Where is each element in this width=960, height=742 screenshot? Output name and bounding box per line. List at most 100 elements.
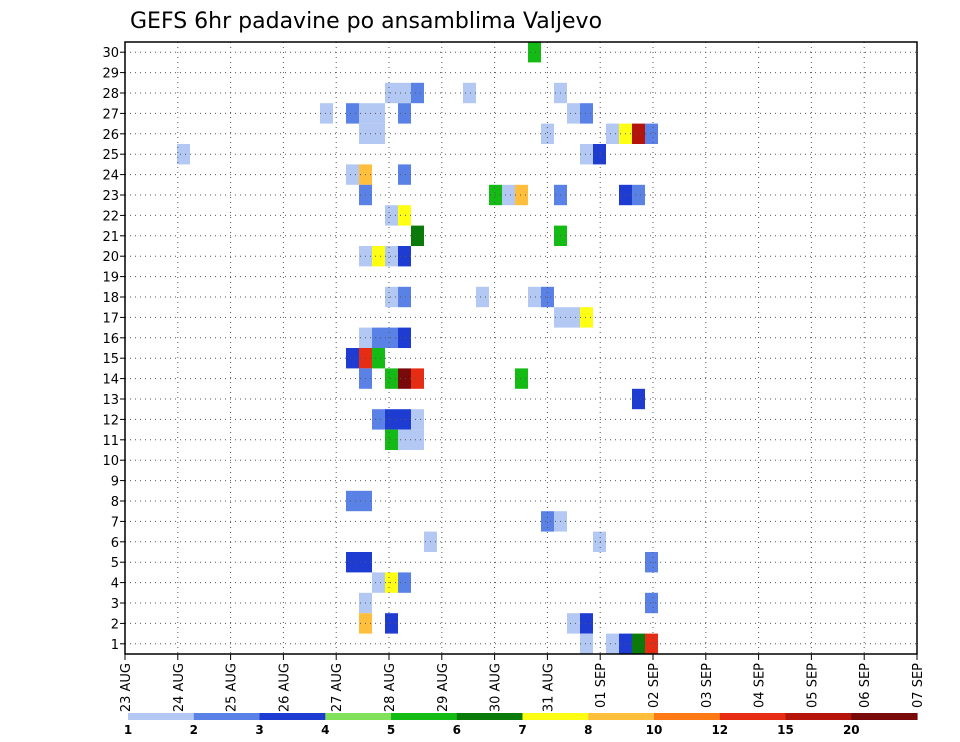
y-tick-label: 11 [102, 434, 119, 449]
legend-swatch [325, 713, 392, 720]
heat-cell [580, 307, 593, 328]
heat-cell [398, 103, 411, 124]
x-tick-label: 24 AUG [172, 663, 187, 712]
legend-label: 8 [584, 723, 592, 737]
x-tick-label: 23 AUG [119, 663, 134, 712]
heat-cell [385, 613, 398, 634]
legend-label: 12 [711, 723, 728, 737]
heat-cell [567, 613, 580, 634]
heat-cell [632, 633, 645, 654]
heat-cell [645, 633, 658, 654]
y-tick-label: 10 [102, 454, 119, 469]
heat-cell [541, 123, 554, 144]
heat-cell [385, 572, 398, 593]
y-tick-label: 30 [102, 46, 119, 61]
heat-cell [372, 348, 385, 369]
legend-swatch [456, 713, 524, 720]
x-tick-label: 03 SEP [700, 663, 715, 708]
heat-cell [411, 429, 424, 450]
y-tick-label: 22 [102, 209, 119, 224]
heat-cell [645, 123, 658, 144]
y-tick-label: 1 [111, 638, 119, 653]
plot-frame [124, 41, 918, 655]
heat-cell [398, 429, 411, 450]
legend-swatch [719, 713, 787, 720]
legend-swatch [128, 713, 195, 720]
y-tick-label: 2 [111, 617, 119, 632]
y-tick-label: 28 [102, 87, 119, 102]
legend-swatch [522, 713, 589, 720]
x-tick-label: 04 SEP [753, 663, 768, 708]
heat-cell [632, 388, 645, 410]
heat-cell [398, 286, 411, 308]
heat-cell [515, 368, 528, 389]
y-tick-label: 19 [102, 271, 119, 286]
heat-cell [385, 205, 398, 226]
heat-cell [398, 205, 411, 226]
heat-cell [320, 103, 333, 124]
legend-label: 5 [387, 723, 395, 737]
heat-cell [411, 82, 424, 104]
y-tick-label: 5 [111, 556, 119, 571]
heat-cell [346, 490, 359, 512]
y-tick-label: 9 [111, 475, 119, 490]
heat-cell [528, 286, 541, 308]
heat-cell [567, 103, 580, 124]
y-tick-label: 17 [102, 311, 119, 326]
heat-cell [372, 572, 385, 593]
heat-cell [567, 307, 580, 328]
x-tick-label: 29 AUG [436, 663, 451, 712]
legend-label: 2 [190, 723, 198, 737]
heat-cell [398, 246, 411, 267]
x-tick-label: 07 SEP [911, 663, 926, 708]
legend-label: 6 [453, 723, 461, 737]
x-tick-label: 27 AUG [330, 663, 345, 712]
heat-cell [398, 164, 411, 185]
y-tick-label: 27 [102, 107, 119, 122]
x-tick-label: 26 AUG [277, 663, 292, 712]
y-tick-label: 3 [111, 597, 119, 612]
heat-cell [372, 327, 385, 348]
heat-cell [372, 123, 385, 144]
heat-cell [372, 103, 385, 124]
heat-cell [606, 123, 619, 144]
x-tick-label: 25 AUG [225, 663, 240, 712]
y-tick-label: 15 [102, 352, 119, 367]
heat-cell [346, 103, 359, 124]
x-tick-label: 02 SEP [647, 663, 662, 708]
heat-cell [411, 225, 424, 246]
heat-cell [580, 613, 593, 634]
y-tick-label: 21 [102, 230, 119, 245]
heat-cell [606, 633, 619, 654]
y-tick-label: 23 [102, 189, 119, 204]
x-tick-label: 28 AUG [383, 663, 398, 712]
y-tick-label: 8 [111, 495, 119, 510]
legend-swatch [391, 713, 458, 720]
y-tick-label: 4 [111, 577, 119, 592]
y-tick-label: 24 [102, 169, 119, 184]
y-tick-label: 25 [102, 148, 119, 163]
heat-cell [411, 409, 424, 430]
heat-cell [515, 184, 528, 206]
legend-label: 4 [321, 723, 329, 737]
heat-cell [177, 144, 190, 165]
y-tick-label: 20 [102, 250, 119, 265]
y-tick-label: 6 [111, 536, 119, 551]
heat-cell [632, 123, 645, 144]
y-tick-label: 12 [102, 413, 119, 428]
heat-cell [580, 144, 593, 165]
heat-cell [593, 144, 606, 165]
heat-cell [580, 103, 593, 124]
x-tick-label: 31 AUG [541, 663, 556, 712]
x-tick-label: 05 SEP [805, 663, 820, 708]
heat-cell [385, 286, 398, 308]
y-tick-label: 13 [102, 393, 119, 408]
heat-cell [645, 552, 658, 573]
heat-cell [398, 409, 411, 430]
legend-swatch [259, 713, 326, 720]
heat-cell [346, 552, 359, 573]
y-tick-label: 7 [111, 515, 119, 530]
legend-label: 15 [777, 723, 794, 737]
legend-label: 1 [124, 723, 132, 737]
